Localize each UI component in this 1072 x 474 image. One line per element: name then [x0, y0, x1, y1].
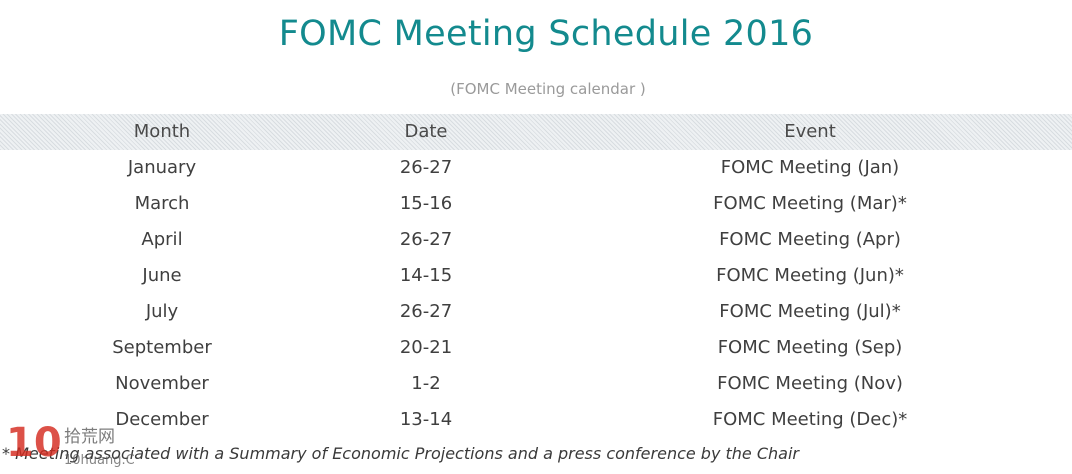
- cell-month: November: [115, 373, 209, 394]
- header-date: Date: [404, 121, 448, 142]
- cell-event: FOMC Meeting (Jun)*: [716, 265, 904, 286]
- page-subtitle: (FOMC Meeting calendar ): [450, 80, 646, 98]
- header-event: Event: [784, 121, 836, 142]
- cell-date: 26-27: [399, 157, 453, 178]
- cell-month: June: [142, 265, 182, 286]
- table-row: December 13-14 FOMC Meeting (Dec)*: [0, 402, 1072, 438]
- table-header-row: Month Date Event: [0, 114, 1072, 150]
- cell-month: March: [134, 193, 190, 214]
- cell-date: 14-15: [399, 265, 453, 286]
- cell-date: 15-16: [399, 193, 453, 214]
- table-row: June 14-15 FOMC Meeting (Jun)*: [0, 258, 1072, 294]
- cell-event: FOMC Meeting (Nov): [717, 373, 903, 394]
- cell-month: July: [145, 301, 179, 322]
- cell-event: FOMC Meeting (Sep): [717, 337, 903, 358]
- cell-date: 26-27: [399, 229, 453, 250]
- cell-event: FOMC Meeting (Jan): [720, 157, 900, 178]
- table-row: September 20-21 FOMC Meeting (Sep): [0, 330, 1072, 366]
- cell-event: FOMC Meeting (Jul)*: [719, 301, 901, 322]
- table-row: July 26-27 FOMC Meeting (Jul)*: [0, 294, 1072, 330]
- cell-event: FOMC Meeting (Apr): [719, 229, 901, 250]
- cell-event: FOMC Meeting (Dec)*: [712, 409, 908, 430]
- schedule-table: Month Date Event January 26-27 FOMC Meet…: [0, 114, 1072, 438]
- cell-month: September: [112, 337, 212, 358]
- table-row: January 26-27 FOMC Meeting (Jan): [0, 150, 1072, 186]
- table-row: November 1-2 FOMC Meeting (Nov): [0, 366, 1072, 402]
- header-month: Month: [133, 121, 191, 142]
- cell-event: FOMC Meeting (Mar)*: [713, 193, 907, 214]
- cell-date: 20-21: [399, 337, 453, 358]
- cell-date: 26-27: [399, 301, 453, 322]
- footnote: * Meeting associated with a Summary of E…: [2, 444, 799, 463]
- table-row: April 26-27 FOMC Meeting (Apr): [0, 222, 1072, 258]
- cell-date: 13-14: [399, 409, 453, 430]
- watermark-logo: 10 拾荒网 10huang.CN: [6, 420, 134, 468]
- watermark-domain: 10huang.CN: [64, 453, 134, 468]
- cell-date: 1-2: [411, 373, 441, 394]
- table-row: March 15-16 FOMC Meeting (Mar)*: [0, 186, 1072, 222]
- cell-month: January: [127, 157, 197, 178]
- watermark-number: 10: [6, 420, 62, 466]
- cell-month: December: [115, 409, 209, 430]
- cell-month: April: [141, 229, 183, 250]
- page-title: FOMC Meeting Schedule 2016: [278, 14, 814, 54]
- watermark-chinese: 拾荒网: [64, 427, 115, 447]
